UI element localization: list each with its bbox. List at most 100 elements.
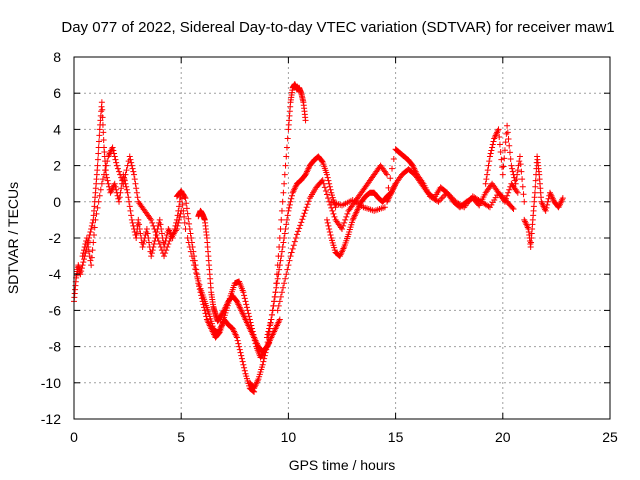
data-point	[116, 168, 123, 175]
series-sat-b	[79, 144, 185, 269]
data-point	[149, 247, 156, 254]
data-point	[154, 235, 161, 241]
data-point	[263, 343, 270, 350]
data-point	[302, 207, 309, 214]
data-point	[122, 171, 129, 178]
y-tick-label: 2	[53, 158, 61, 174]
data-point	[274, 307, 281, 314]
data-point	[87, 228, 94, 235]
data-point	[505, 136, 512, 143]
data-point	[87, 257, 94, 264]
data-point	[323, 216, 330, 223]
data-point	[126, 153, 133, 160]
y-tick-label: -4	[49, 266, 62, 282]
data-point	[123, 186, 130, 193]
data-point	[290, 242, 297, 249]
data-point	[332, 204, 339, 211]
data-point	[327, 186, 334, 193]
data-point	[118, 185, 125, 192]
data-point	[506, 186, 513, 193]
data-point	[264, 339, 271, 346]
data-point	[126, 198, 133, 205]
data-point	[324, 174, 331, 181]
data-point	[501, 155, 508, 162]
data-point	[295, 228, 302, 235]
data-point	[143, 225, 150, 232]
data-point	[514, 167, 521, 174]
data-point	[246, 313, 253, 320]
data-point	[271, 293, 278, 300]
data-point	[95, 150, 102, 157]
data-point	[181, 193, 188, 200]
data-point	[499, 171, 506, 178]
data-point	[343, 213, 350, 220]
data-point	[195, 277, 202, 284]
data-point	[91, 224, 98, 231]
data-point	[500, 163, 507, 170]
data-point	[182, 195, 189, 202]
data-point	[103, 162, 110, 169]
data-point	[281, 280, 288, 287]
data-point	[98, 99, 105, 106]
data-point	[111, 180, 118, 187]
data-point	[243, 301, 250, 308]
data-point	[121, 176, 128, 183]
data-point	[113, 162, 120, 169]
data-point	[387, 175, 394, 182]
data-point	[304, 201, 311, 208]
data-point	[278, 289, 285, 296]
data-point	[325, 222, 332, 229]
data-point	[509, 165, 516, 172]
data-point	[543, 204, 550, 211]
y-tick-label: 6	[53, 85, 61, 101]
data-point	[281, 230, 288, 237]
data-point	[118, 174, 125, 181]
data-point	[514, 171, 521, 178]
data-point	[283, 144, 290, 151]
data-point	[96, 132, 103, 139]
data-point	[137, 230, 144, 237]
data-point	[79, 262, 86, 269]
data-point	[326, 183, 333, 190]
data-point	[146, 239, 153, 246]
data-point	[516, 158, 523, 165]
data-point	[499, 164, 506, 171]
data-point	[193, 269, 200, 276]
data-point	[506, 149, 513, 156]
data-point	[268, 316, 275, 323]
data-point	[283, 221, 290, 228]
axis-ticks	[73, 56, 611, 420]
data-point	[390, 155, 397, 162]
data-point	[129, 165, 136, 172]
data-point	[280, 189, 287, 196]
x-axis-label: GPS time / hours	[289, 457, 396, 473]
data-point	[269, 307, 276, 314]
data-point	[191, 262, 198, 269]
data-point	[504, 122, 511, 129]
data-point	[131, 171, 138, 178]
data-point	[259, 361, 266, 368]
data-point	[300, 213, 307, 220]
data-point	[128, 159, 135, 166]
data-point	[173, 225, 180, 232]
data-point	[176, 213, 183, 220]
data-point	[98, 180, 105, 187]
data-point	[126, 203, 133, 210]
data-point	[110, 147, 117, 154]
data-point	[323, 191, 330, 198]
data-point	[128, 216, 135, 223]
data-point	[285, 262, 292, 269]
data-point	[99, 114, 106, 121]
data-point	[344, 210, 351, 217]
data-point	[287, 253, 294, 260]
x-tick-label: 10	[281, 429, 297, 445]
data-point	[341, 219, 348, 226]
data-point	[187, 248, 194, 255]
data-point	[175, 219, 182, 226]
data-point	[95, 198, 102, 205]
data-point	[237, 349, 244, 356]
data-point	[100, 129, 107, 136]
data-point	[189, 257, 196, 264]
data-point	[320, 180, 327, 187]
data-point	[109, 144, 116, 151]
